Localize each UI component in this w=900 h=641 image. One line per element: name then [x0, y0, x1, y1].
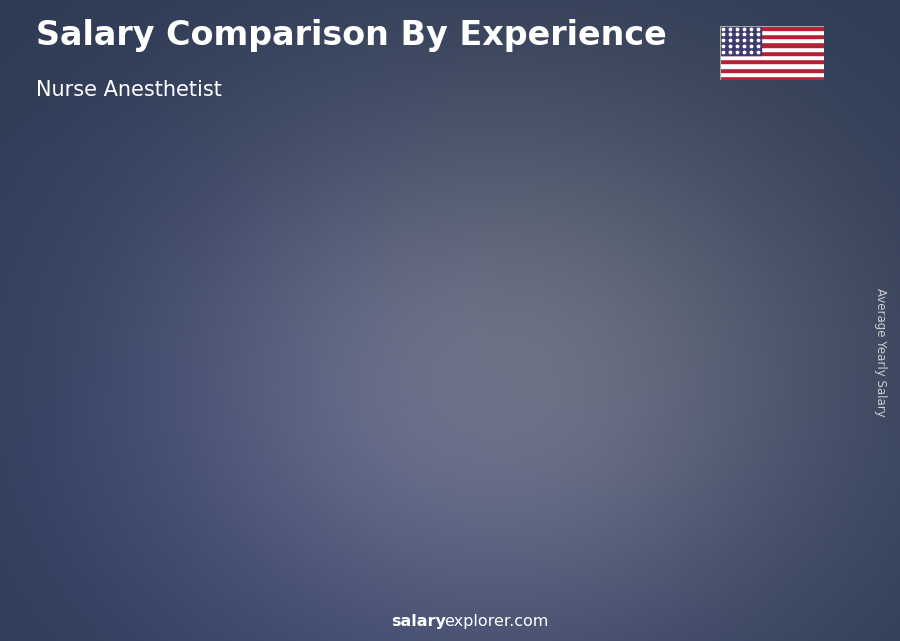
Bar — [720, 34, 824, 38]
Bar — [479, 251, 487, 570]
Bar — [346, 308, 412, 570]
Bar — [610, 222, 677, 570]
Text: +48%: +48% — [282, 233, 346, 253]
Bar — [406, 308, 412, 570]
Bar — [82, 438, 90, 570]
Bar — [214, 393, 281, 570]
Bar — [720, 51, 824, 55]
Bar — [489, 0, 492, 253]
Bar — [720, 38, 824, 42]
Bar — [720, 26, 761, 55]
Bar — [720, 76, 824, 80]
Bar — [274, 393, 281, 570]
Bar — [720, 26, 824, 30]
Bar — [742, 195, 751, 570]
Bar — [720, 72, 824, 76]
Text: +34%: +34% — [150, 329, 213, 348]
Bar — [720, 67, 824, 72]
Text: explorer.com: explorer.com — [444, 615, 548, 629]
Bar — [720, 59, 824, 63]
Text: 103,000 USD: 103,000 USD — [704, 171, 800, 185]
Text: Nurse Anesthetist: Nurse Anesthetist — [36, 80, 222, 100]
Bar — [356, 48, 360, 310]
Text: 95,400 USD: 95,400 USD — [576, 198, 663, 213]
Text: Salary Comparison By Experience: Salary Comparison By Experience — [36, 19, 667, 52]
Bar — [214, 393, 222, 570]
Text: +9%: +9% — [554, 176, 603, 196]
Text: +22%: +22% — [414, 190, 478, 209]
Bar — [538, 251, 544, 570]
Bar — [720, 42, 824, 47]
Bar — [720, 47, 824, 51]
Bar — [720, 55, 824, 59]
Text: 36,400 USD: 36,400 USD — [35, 413, 122, 429]
Bar — [720, 30, 824, 34]
Bar — [670, 222, 677, 570]
Bar — [753, 0, 756, 197]
Bar — [610, 222, 618, 570]
Text: salary: salary — [392, 615, 446, 629]
Bar — [346, 308, 355, 570]
Bar — [479, 251, 544, 570]
Text: 71,800 USD: 71,800 USD — [312, 285, 400, 299]
Bar — [742, 195, 809, 570]
Bar — [93, 306, 95, 438]
Bar — [720, 63, 824, 67]
Bar — [802, 195, 809, 570]
Text: 48,600 USD: 48,600 USD — [180, 369, 267, 384]
Text: Average Yearly Salary: Average Yearly Salary — [874, 288, 886, 417]
Bar — [82, 438, 148, 570]
Text: 87,600 USD: 87,600 USD — [445, 227, 531, 242]
Bar — [621, 0, 624, 224]
Text: +8%: +8% — [685, 153, 734, 171]
Bar — [141, 438, 149, 570]
Bar — [225, 217, 228, 394]
